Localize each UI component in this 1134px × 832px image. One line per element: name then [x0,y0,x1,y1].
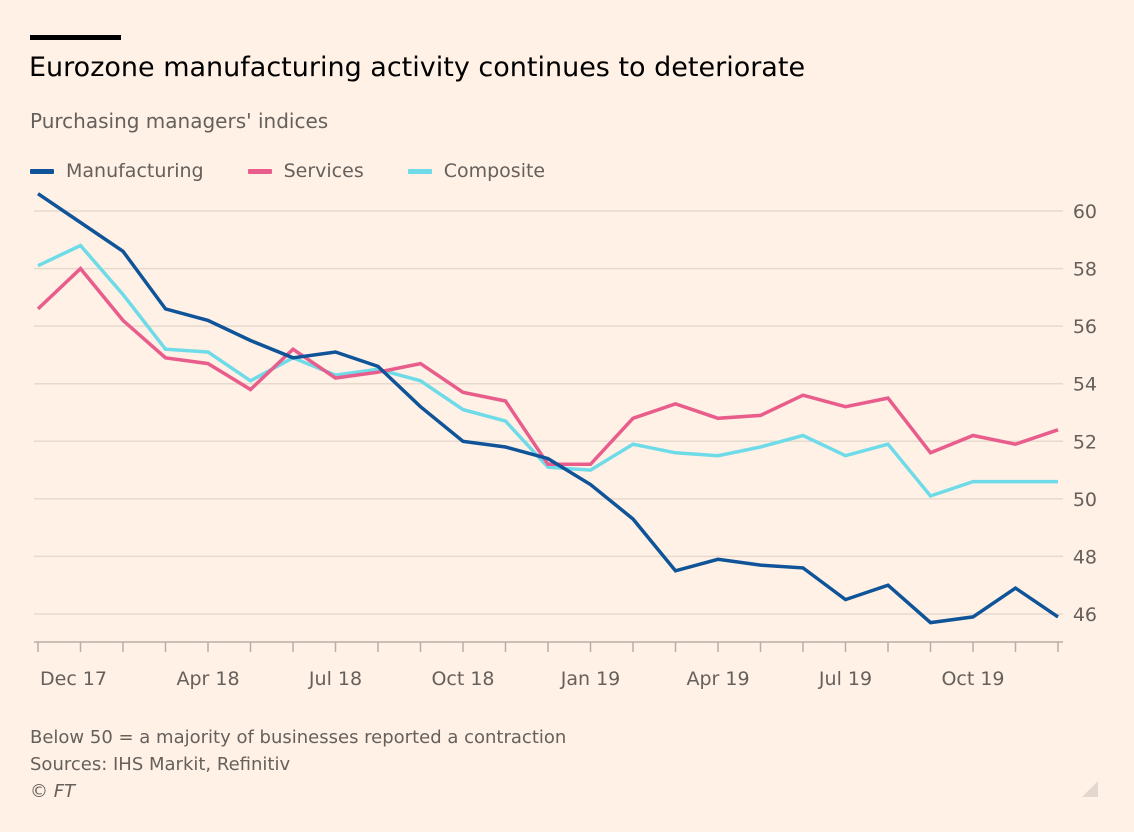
x-tick-label: Oct 19 [941,668,1004,690]
sources-note: Sources: IHS Markit, Refinitiv [30,754,291,775]
chart-legend: Manufacturing Services Composite [30,158,589,184]
resize-handle-icon[interactable] [1082,781,1098,797]
x-tick-label: Dec 17 [40,668,107,690]
x-tick-label: Apr 19 [686,668,749,690]
gridlines [34,210,1063,615]
x-axis-tick-labels: Dec 17 Apr 18 Jul 18 Oct 18 Jan 19 Apr 19 Jul … [40,668,1005,690]
y-tick-label: 54 [1073,374,1097,396]
legend-swatch-composite [407,168,432,174]
legend-label-manufacturing: Manufacturing [66,160,204,182]
chart-title: Eurozone manufacturing activity continue… [29,52,806,83]
x-tick-label: Apr 18 [176,668,239,690]
y-tick-label: 58 [1073,259,1097,281]
y-tick-label: 50 [1073,489,1097,511]
x-axis [34,641,1063,652]
series-line-composite [37,243,1058,499]
y-tick-label: 52 [1073,431,1097,453]
series-lines [36,192,1059,625]
legend-item-services: Services [247,160,364,182]
copyright: © FT [30,781,76,802]
legend-item-manufacturing: Manufacturing [30,160,204,182]
x-tick-label: Jul 18 [308,668,362,690]
series-line-manufacturing [37,192,1059,625]
legend-item-composite: Composite [407,160,546,182]
footnote: Below 50 = a majority of businesses repo… [30,727,567,748]
x-tick-label: Jul 19 [818,668,872,690]
x-tick-label: Oct 18 [431,668,494,690]
legend-swatch-services [247,168,272,174]
chart-subtitle: Purchasing managers' indices [30,109,329,133]
legend-label-services: Services [283,160,364,182]
y-tick-label: 56 [1073,316,1097,338]
legend-label-composite: Composite [443,160,546,182]
legend-swatch-manufacturing [30,168,54,174]
ft-top-rule [30,35,121,40]
y-tick-label: 60 [1073,201,1097,223]
line-chart: 60 58 56 54 52 50 48 46 Dec 17 Apr 18 Jul 18 Oct 1… [34,192,1097,690]
y-tick-label: 46 [1073,604,1097,626]
y-tick-label: 48 [1073,546,1097,568]
series-line-services [36,266,1059,467]
x-tick-label: Jan 19 [560,668,621,690]
y-axis-ticks: 60 58 56 54 52 50 48 46 [1073,201,1097,626]
